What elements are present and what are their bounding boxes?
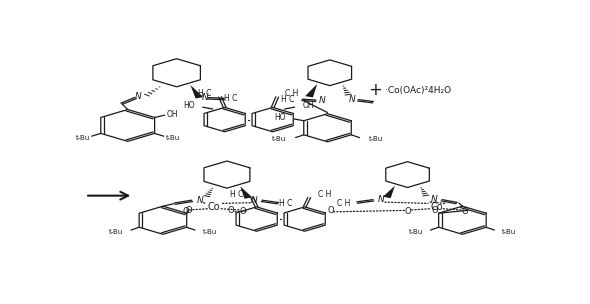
Text: t-Bu: t-Bu [408,230,422,235]
Text: C H: C H [319,190,332,199]
Text: t-Bu: t-Bu [272,136,286,143]
Text: O: O [327,206,334,215]
Text: ·Co(OAc)²4H₂O: ·Co(OAc)²4H₂O [385,86,451,95]
Text: C H: C H [337,199,350,208]
Text: O: O [182,207,189,216]
Text: t-Bu: t-Bu [109,230,123,235]
Text: OH: OH [303,101,314,110]
Text: H C: H C [279,199,293,209]
Polygon shape [305,84,317,98]
Text: t-Bu: t-Bu [502,230,516,235]
Text: Co: Co [430,202,442,212]
Text: H C: H C [281,95,294,104]
Text: Co: Co [208,202,221,212]
Text: t-Bu: t-Bu [166,135,180,141]
Text: H C: H C [230,190,243,199]
Text: O: O [239,207,246,216]
Text: O: O [461,207,468,216]
Text: N: N [251,196,257,205]
Text: HO: HO [183,101,195,110]
Text: O: O [432,206,438,215]
Text: O: O [405,207,411,216]
Text: t-Bu: t-Bu [369,136,383,143]
Text: N: N [349,95,356,104]
Polygon shape [240,186,253,199]
Text: O: O [227,206,234,215]
Polygon shape [191,85,204,98]
Text: H C: H C [224,95,237,103]
Text: H C: H C [198,89,212,98]
Text: N: N [378,195,385,204]
Text: O: O [186,206,192,215]
Text: +: + [369,81,382,99]
Polygon shape [383,186,395,198]
Text: C H: C H [286,89,299,98]
Text: N: N [196,196,204,205]
Text: HO: HO [274,113,286,122]
Text: t-Bu: t-Bu [203,230,217,235]
Text: N: N [431,195,437,204]
Text: N: N [202,93,208,102]
Text: N: N [319,96,325,105]
Text: t-Bu: t-Bu [76,135,90,141]
Text: N: N [135,92,142,101]
Text: OH: OH [167,110,179,119]
